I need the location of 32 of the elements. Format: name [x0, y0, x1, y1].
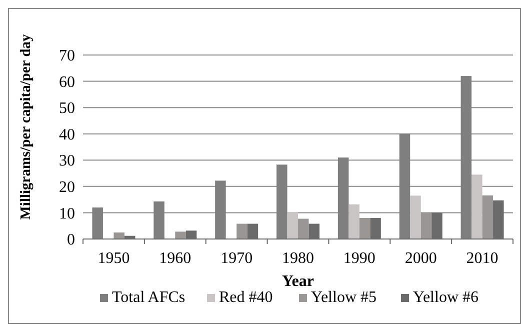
bar — [236, 224, 248, 239]
y-tick-label: 50 — [59, 100, 75, 118]
legend-label: Yellow #6 — [413, 289, 478, 306]
bar — [359, 218, 370, 239]
y-axis-title: Milligrams/per capita/per day — [18, 33, 34, 220]
x-tick-label: 1960 — [159, 250, 192, 267]
bar — [420, 212, 432, 239]
bar — [114, 232, 124, 239]
bar — [175, 232, 186, 239]
x-tick-label: 2000 — [404, 250, 437, 267]
y-tick-label: 10 — [59, 205, 75, 222]
y-tick-label: 20 — [59, 179, 75, 196]
y-tick-label: 70 — [59, 48, 75, 65]
y-tick-label: 30 — [59, 152, 75, 170]
bar — [410, 196, 421, 239]
legend-label: Total AFCs — [112, 289, 186, 306]
bar — [298, 218, 309, 239]
x-tick-label: 1970 — [220, 250, 253, 267]
legend-label: Yellow #5 — [311, 289, 376, 306]
x-axis-title: Year — [282, 273, 314, 290]
x-tick-label: 1950 — [98, 250, 130, 267]
bar — [472, 174, 482, 239]
bar — [287, 212, 298, 239]
y-tick-label: 0 — [67, 232, 75, 249]
x-tick-label: 1980 — [282, 250, 314, 267]
x-tick-label: 2010 — [466, 250, 498, 267]
bar — [348, 204, 360, 239]
y-tick-label: 60 — [59, 74, 75, 91]
bar — [482, 195, 494, 239]
legend-label: Red #40 — [219, 289, 273, 306]
x-tick-label: 1990 — [343, 250, 376, 267]
y-tick-label: 40 — [59, 126, 75, 144]
